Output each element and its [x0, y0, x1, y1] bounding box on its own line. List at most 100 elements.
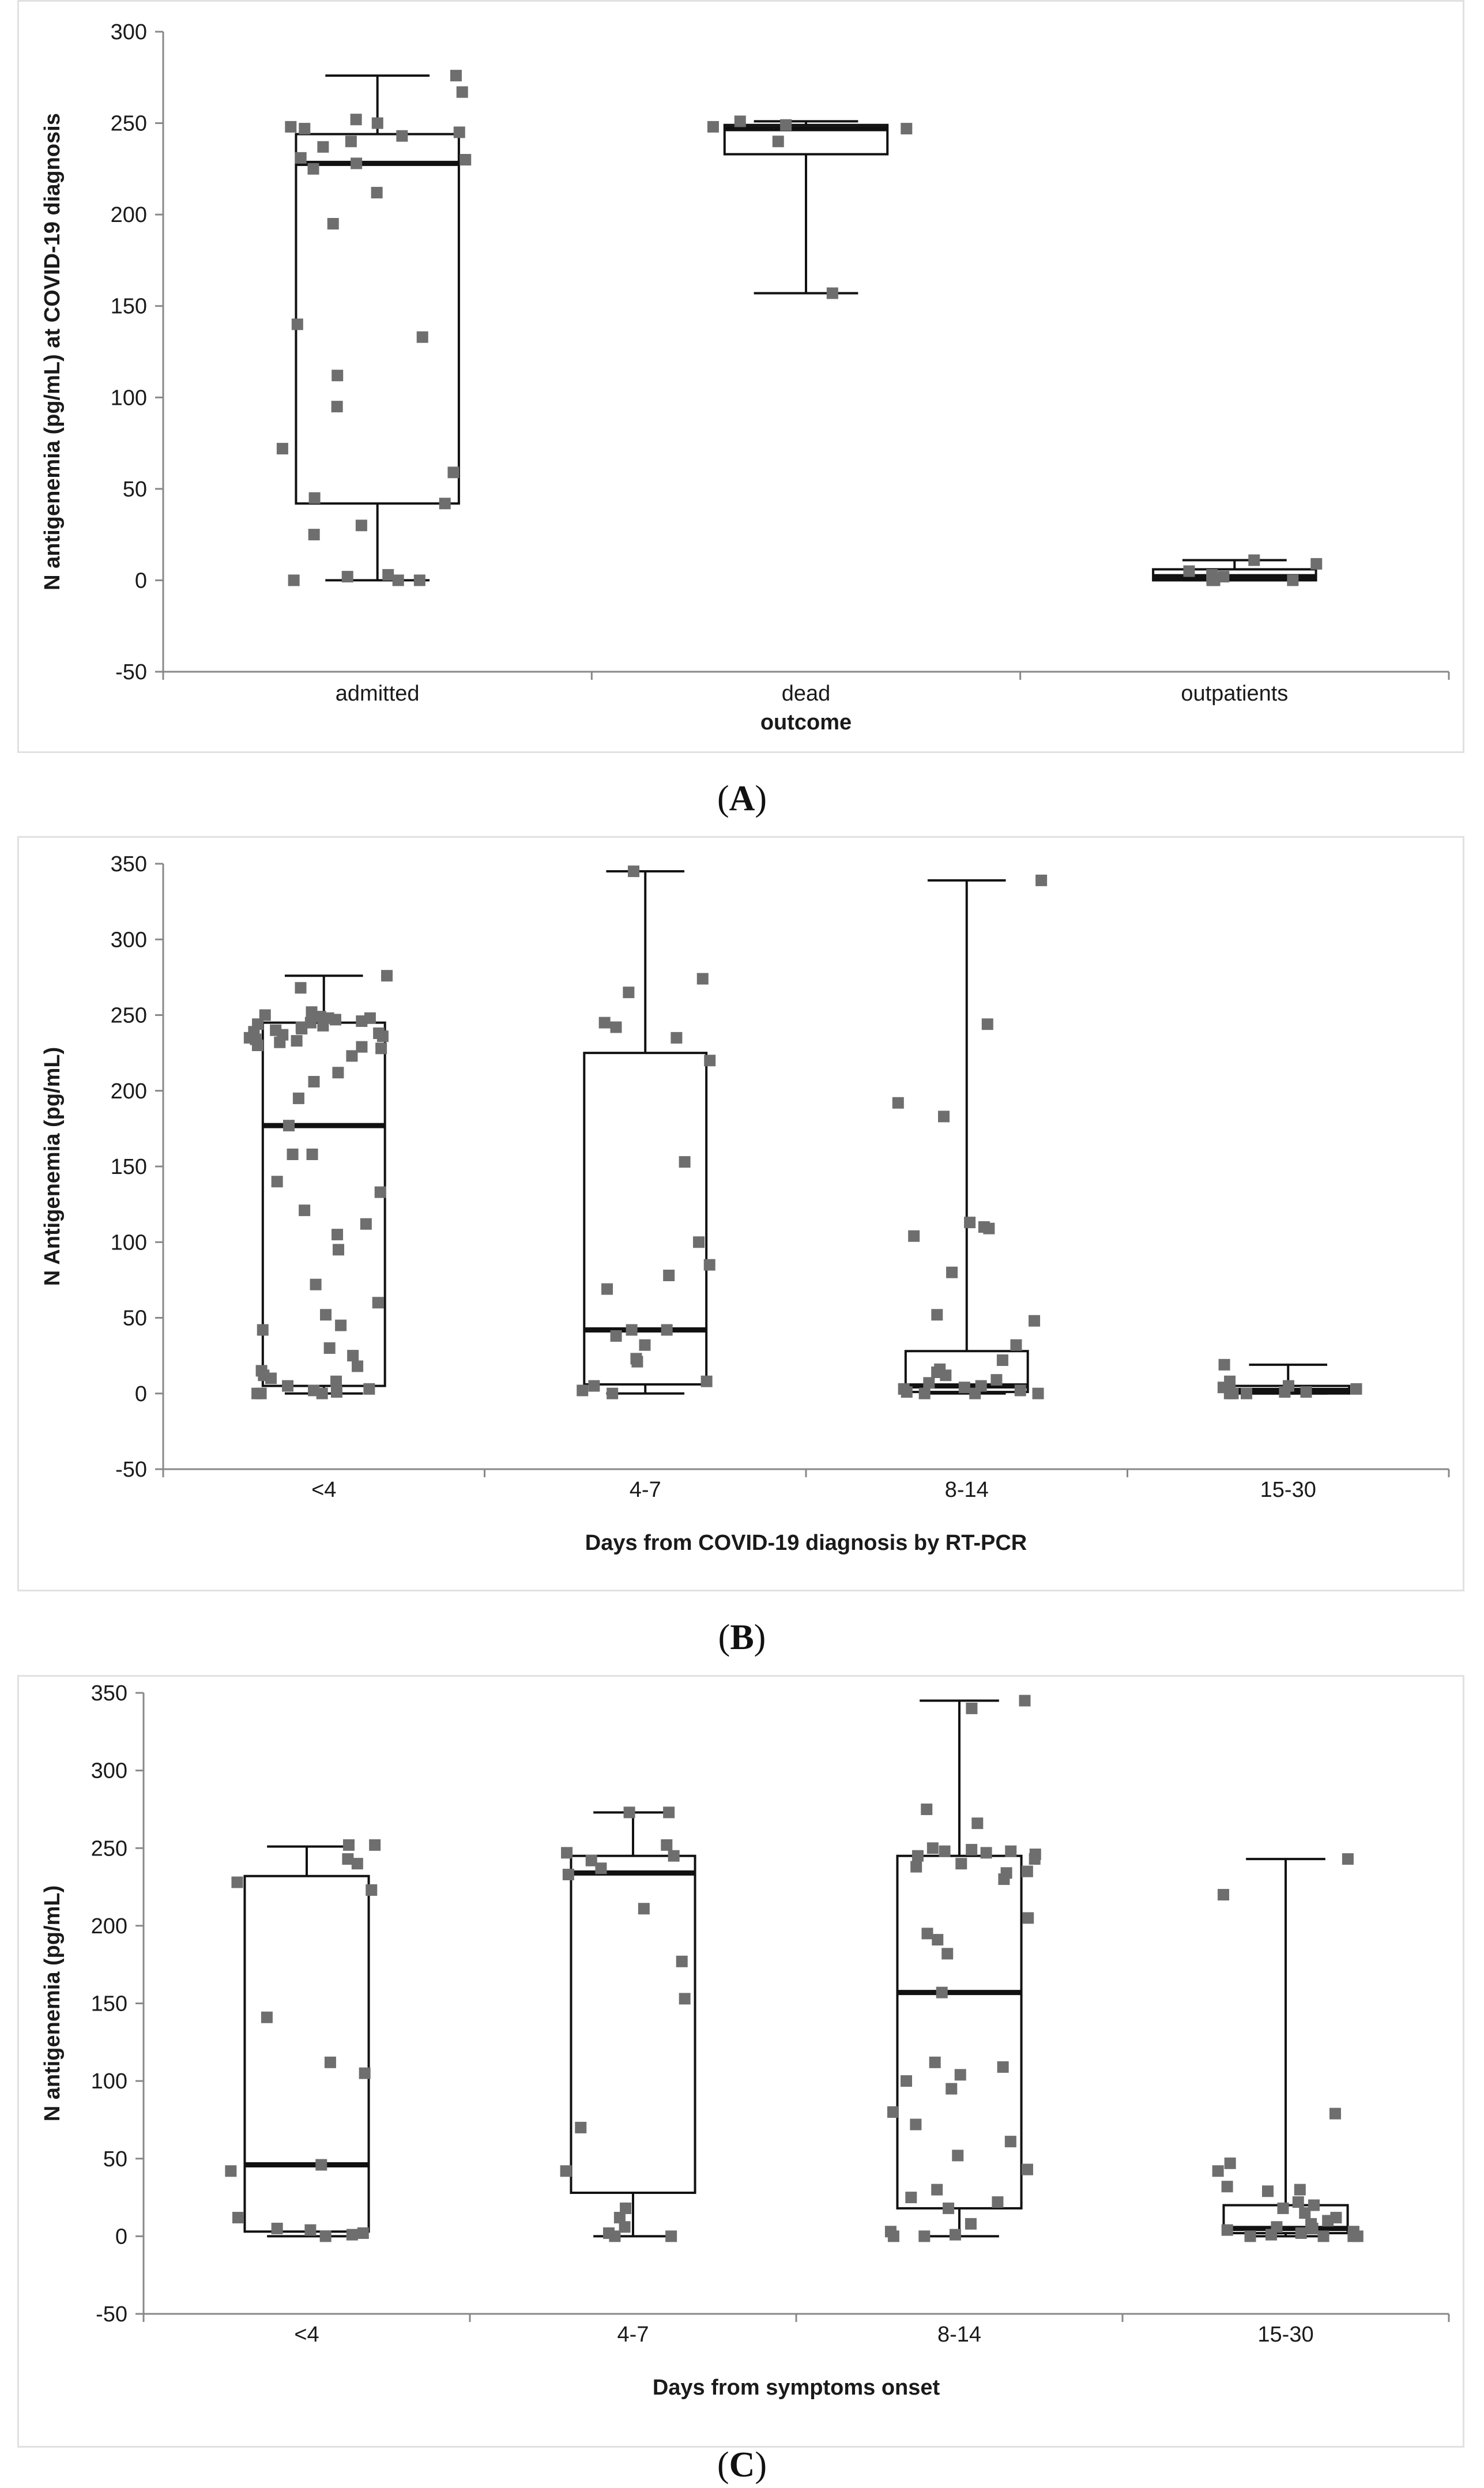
data-point [595, 1862, 607, 1875]
data-point [265, 1372, 277, 1384]
data-point [910, 1861, 922, 1873]
data-point [983, 1222, 995, 1234]
data-point [1350, 1383, 1362, 1395]
data-point [598, 1017, 611, 1029]
box-4-7 [583, 870, 708, 1395]
data-point [1261, 2185, 1274, 2197]
data-point [700, 1375, 713, 1387]
y-tick-label: 150 [91, 1992, 127, 2016]
x-tick-label-lt4: <4 [311, 1478, 336, 1502]
box-lt4 [243, 1845, 370, 2238]
y-tick-label: 250 [111, 1004, 147, 1028]
y-tick-label: -50 [96, 2302, 127, 2327]
data-point [936, 1986, 948, 1998]
data-point [965, 2218, 977, 2230]
data-point [628, 865, 640, 878]
data-point [887, 2106, 899, 2118]
data-point [661, 1839, 673, 1851]
y-tick-label: 300 [111, 928, 147, 952]
data-point [352, 1360, 364, 1372]
data-point [332, 1229, 344, 1241]
data-point [946, 2083, 958, 2095]
data-point [1032, 1387, 1044, 1399]
data-point [610, 1330, 622, 1342]
data-point [918, 2230, 931, 2242]
data-point [335, 1319, 347, 1331]
data-point [332, 1067, 344, 1079]
data-point [1019, 1695, 1031, 1707]
data-point [374, 1186, 386, 1198]
data-point [308, 492, 321, 504]
y-tick-label: 350 [111, 852, 147, 876]
data-point [231, 1876, 243, 1888]
y-tick-label: 200 [111, 203, 147, 227]
data-point [932, 1934, 944, 1946]
data-point [693, 1236, 705, 1248]
data-point [560, 2165, 572, 2177]
x-tick-label-outpatients: outpatients [1181, 682, 1288, 706]
iqr-box [261, 1021, 386, 1387]
x-axis-title: Days from COVID-19 diagnosis by RT-PCR [585, 1531, 1027, 1555]
data-point [346, 1050, 358, 1062]
y-tick-label: -50 [115, 1458, 147, 1482]
data-point [955, 1858, 967, 1870]
data-point [981, 1018, 993, 1030]
data-point [609, 2230, 621, 2242]
data-point [332, 370, 344, 382]
data-point [619, 2221, 631, 2233]
data-point [225, 2165, 237, 2177]
data-point [276, 443, 288, 455]
data-point [316, 1387, 328, 1399]
data-point [926, 1842, 939, 1854]
data-point [323, 1342, 336, 1354]
data-point [912, 1850, 924, 1862]
y-tick-label: 300 [91, 1759, 127, 1783]
data-point [703, 1259, 715, 1271]
data-point [1306, 2222, 1319, 2234]
data-point [317, 141, 329, 153]
data-point [1035, 874, 1048, 886]
data-point [998, 1873, 1010, 1885]
data-point [562, 1869, 574, 1881]
data-point [931, 1309, 943, 1321]
data-point [1029, 1853, 1041, 1865]
y-tick-label: 100 [111, 386, 147, 410]
x-tick-label-15-30: 15-30 [1257, 2323, 1313, 2347]
data-point [1310, 558, 1323, 570]
data-point [954, 2069, 966, 2081]
data-point [1221, 2181, 1233, 2193]
data-point [676, 1955, 688, 1967]
data-point [1292, 2196, 1304, 2208]
x-tick-label-lt4: <4 [294, 2323, 319, 2347]
data-point [456, 86, 468, 98]
data-point [908, 1230, 920, 1242]
data-point [1223, 1387, 1236, 1399]
data-point [271, 1176, 283, 1188]
data-point [980, 1847, 992, 1859]
data-point [679, 1156, 691, 1168]
data-point [450, 70, 462, 82]
data-point [285, 121, 297, 133]
x-axis-title: outcome [760, 710, 852, 735]
box-8-14 [904, 879, 1029, 1395]
data-point [357, 2227, 369, 2239]
data-point [938, 1111, 950, 1123]
data-point [1241, 1387, 1253, 1399]
data-point [631, 1356, 643, 1368]
x-axis-title: Days from symptoms onset [653, 2376, 940, 2400]
data-point [360, 1218, 372, 1230]
data-point [918, 1387, 931, 1399]
data-point [306, 1006, 318, 1018]
iqr-box [896, 1854, 1023, 2210]
y-tick-label: 350 [91, 1681, 127, 1706]
box-15-30 [1222, 1858, 1349, 2238]
data-point [351, 1858, 363, 1870]
data-point [345, 135, 357, 148]
panel-label-a: (A) [717, 779, 767, 818]
data-point [330, 1386, 342, 1398]
data-point [661, 1324, 673, 1336]
data-point [905, 2192, 917, 2204]
data-point [381, 970, 393, 982]
data-point [453, 126, 465, 138]
chart-svg: -50 0 50 100 150 200 250 300 350 <4 4-7 8-14 15-30 Da… [40, 1681, 1450, 2400]
